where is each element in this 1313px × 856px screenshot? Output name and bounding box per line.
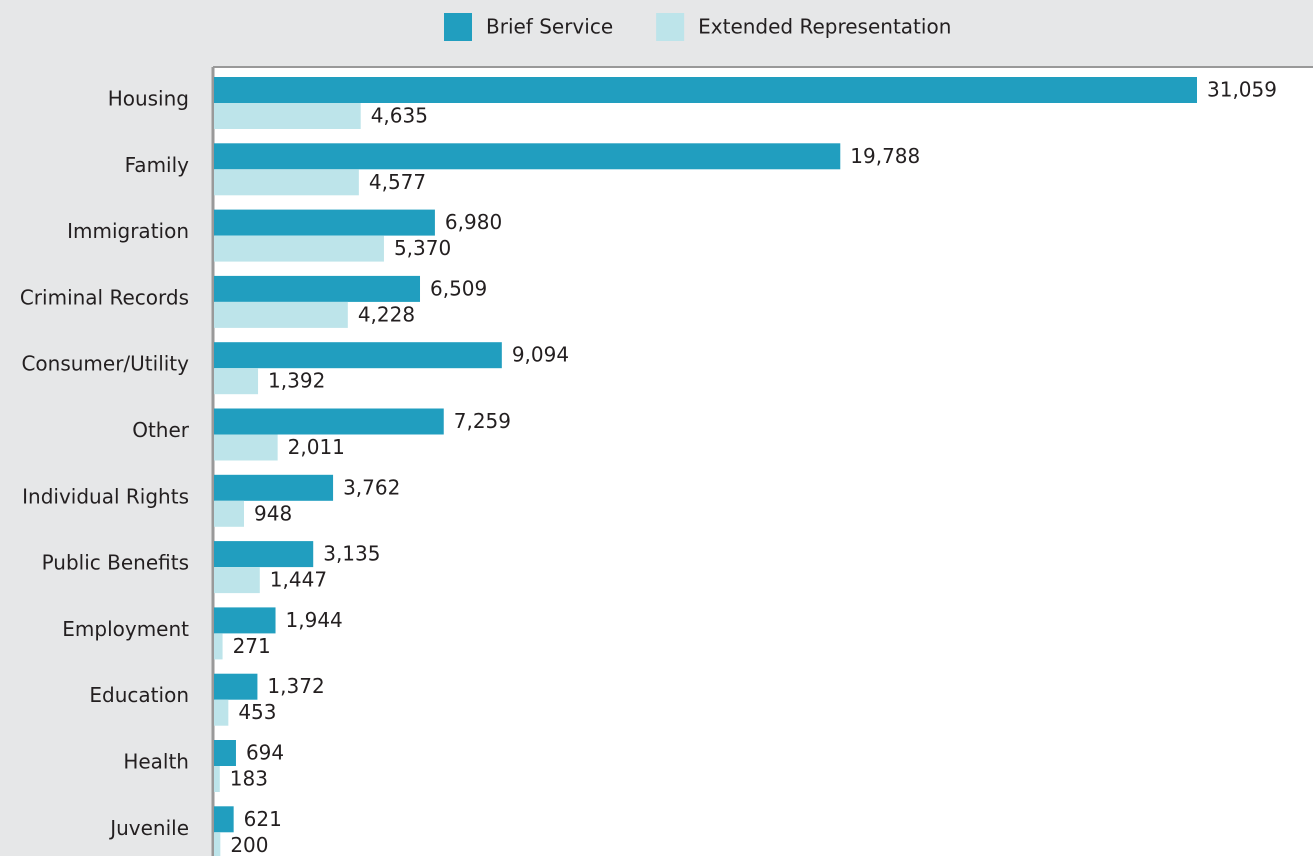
category-label: Education (89, 683, 189, 707)
bar (214, 806, 234, 833)
value-label: 9,094 (512, 343, 569, 367)
bar (214, 408, 444, 435)
bar (214, 474, 334, 501)
category-label: Criminal Records (20, 285, 189, 309)
value-label: 1,372 (267, 674, 324, 698)
value-label: 2,011 (288, 435, 345, 459)
plot-area (213, 67, 1313, 856)
bar (214, 301, 348, 328)
legend-swatch (444, 13, 472, 41)
value-label: 200 (230, 833, 268, 856)
category-label: Individual Rights (22, 484, 189, 508)
bar (214, 541, 314, 568)
category-label: Health (123, 750, 189, 774)
category-label: Juvenile (108, 816, 189, 840)
value-label: 1,944 (286, 608, 343, 632)
legend-label: Brief Service (486, 15, 613, 39)
bar (214, 766, 220, 792)
value-label: 694 (246, 741, 284, 765)
bar (214, 103, 361, 129)
bar (214, 567, 260, 594)
value-label: 1,447 (270, 568, 327, 592)
category-label: Immigration (67, 219, 189, 243)
value-label: 5,370 (394, 236, 451, 260)
category-label: Family (125, 153, 190, 177)
bar (214, 235, 384, 262)
bar (214, 209, 435, 236)
value-label: 4,635 (371, 104, 428, 128)
bar (214, 169, 359, 196)
bar (214, 673, 258, 700)
bar (214, 633, 223, 660)
value-label: 7,259 (454, 409, 511, 433)
value-label: 183 (230, 767, 268, 791)
value-label: 6,509 (430, 276, 487, 300)
bar (214, 368, 259, 395)
value-label: 4,577 (369, 170, 426, 194)
bar (214, 77, 1197, 103)
bar (214, 607, 276, 634)
bar (214, 832, 221, 856)
value-label: 3,135 (323, 542, 380, 566)
bar (214, 143, 841, 170)
value-label: 31,059 (1207, 78, 1277, 102)
category-label: Public Benefits (42, 551, 189, 575)
bar (214, 740, 236, 766)
category-label: Housing (108, 87, 189, 111)
value-label: 1,392 (268, 369, 325, 393)
bar (214, 342, 502, 369)
legend-label: Extended Representation (698, 15, 951, 39)
value-label: 19,788 (850, 144, 920, 168)
category-label: Employment (62, 617, 189, 641)
value-label: 948 (254, 501, 292, 525)
value-label: 453 (238, 700, 276, 724)
value-label: 6,980 (445, 210, 502, 234)
value-label: 3,762 (343, 475, 400, 499)
bar (214, 275, 421, 302)
category-label: Other (132, 418, 190, 442)
bar (214, 434, 278, 461)
value-label: 271 (233, 634, 271, 658)
legend-swatch (656, 13, 685, 41)
category-label: Consumer/Utility (21, 352, 189, 376)
value-label: 621 (244, 807, 282, 831)
bar (214, 500, 245, 527)
bar (214, 699, 229, 726)
value-label: 4,228 (358, 302, 415, 326)
